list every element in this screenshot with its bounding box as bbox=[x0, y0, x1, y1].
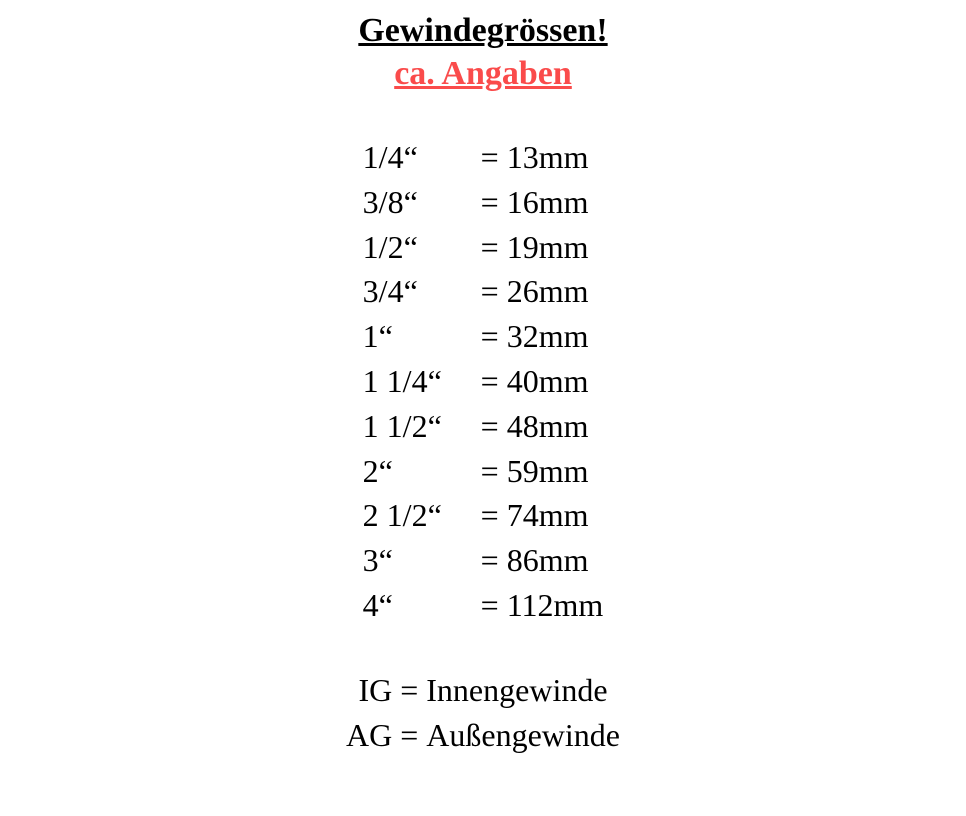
legend-abbr: IG bbox=[342, 668, 396, 713]
size-mm: = 32mm bbox=[477, 314, 608, 359]
size-mm: = 19mm bbox=[477, 225, 608, 270]
size-inch: 3/4“ bbox=[359, 269, 477, 314]
page-subtitle: ca. Angaben bbox=[0, 53, 966, 96]
table-row: 2“ = 59mm bbox=[359, 449, 608, 494]
legend-row: AG = Außengewinde bbox=[342, 713, 624, 758]
size-inch: 3“ bbox=[359, 538, 477, 583]
size-inch: 1/4“ bbox=[359, 135, 477, 180]
table-row: 3/4“ = 26mm bbox=[359, 269, 608, 314]
legend-eq: = bbox=[396, 713, 422, 758]
size-mm: = 86mm bbox=[477, 538, 608, 583]
table-row: 1 1/4“ = 40mm bbox=[359, 359, 608, 404]
legend-container: IG = Innengewinde AG = Außengewinde bbox=[0, 668, 966, 758]
legend-row: IG = Innengewinde bbox=[342, 668, 624, 713]
legend-eq: = bbox=[396, 668, 422, 713]
size-mm: = 16mm bbox=[477, 180, 608, 225]
legend-word: Innengewinde bbox=[422, 668, 624, 713]
size-table: 1/4“ = 13mm 3/8“ = 16mm 1/2“ = 19mm 3/4“… bbox=[359, 135, 608, 628]
legend-table: IG = Innengewinde AG = Außengewinde bbox=[342, 668, 624, 758]
size-mm: = 48mm bbox=[477, 404, 608, 449]
size-table-container: 1/4“ = 13mm 3/8“ = 16mm 1/2“ = 19mm 3/4“… bbox=[0, 135, 966, 628]
size-inch: 2“ bbox=[359, 449, 477, 494]
size-inch: 1/2“ bbox=[359, 225, 477, 270]
table-row: 4“ = 112mm bbox=[359, 583, 608, 628]
table-row: 1 1/2“ = 48mm bbox=[359, 404, 608, 449]
table-row: 1/2“ = 19mm bbox=[359, 225, 608, 270]
table-row: 2 1/2“ = 74mm bbox=[359, 493, 608, 538]
size-mm: = 74mm bbox=[477, 493, 608, 538]
table-row: 1/4“ = 13mm bbox=[359, 135, 608, 180]
size-inch: 2 1/2“ bbox=[359, 493, 477, 538]
size-inch: 4“ bbox=[359, 583, 477, 628]
legend-word: Außengewinde bbox=[422, 713, 624, 758]
legend-abbr: AG bbox=[342, 713, 396, 758]
size-inch: 1“ bbox=[359, 314, 477, 359]
page-title: Gewindegrössen! bbox=[0, 10, 966, 53]
size-inch: 1 1/2“ bbox=[359, 404, 477, 449]
table-row: 3/8“ = 16mm bbox=[359, 180, 608, 225]
size-mm: = 26mm bbox=[477, 269, 608, 314]
table-row: 1“ = 32mm bbox=[359, 314, 608, 359]
size-mm: = 13mm bbox=[477, 135, 608, 180]
size-mm: = 112mm bbox=[477, 583, 608, 628]
size-inch: 1 1/4“ bbox=[359, 359, 477, 404]
size-mm: = 40mm bbox=[477, 359, 608, 404]
size-inch: 3/8“ bbox=[359, 180, 477, 225]
size-mm: = 59mm bbox=[477, 449, 608, 494]
page: Gewindegrössen! ca. Angaben 1/4“ = 13mm … bbox=[0, 0, 966, 816]
table-row: 3“ = 86mm bbox=[359, 538, 608, 583]
